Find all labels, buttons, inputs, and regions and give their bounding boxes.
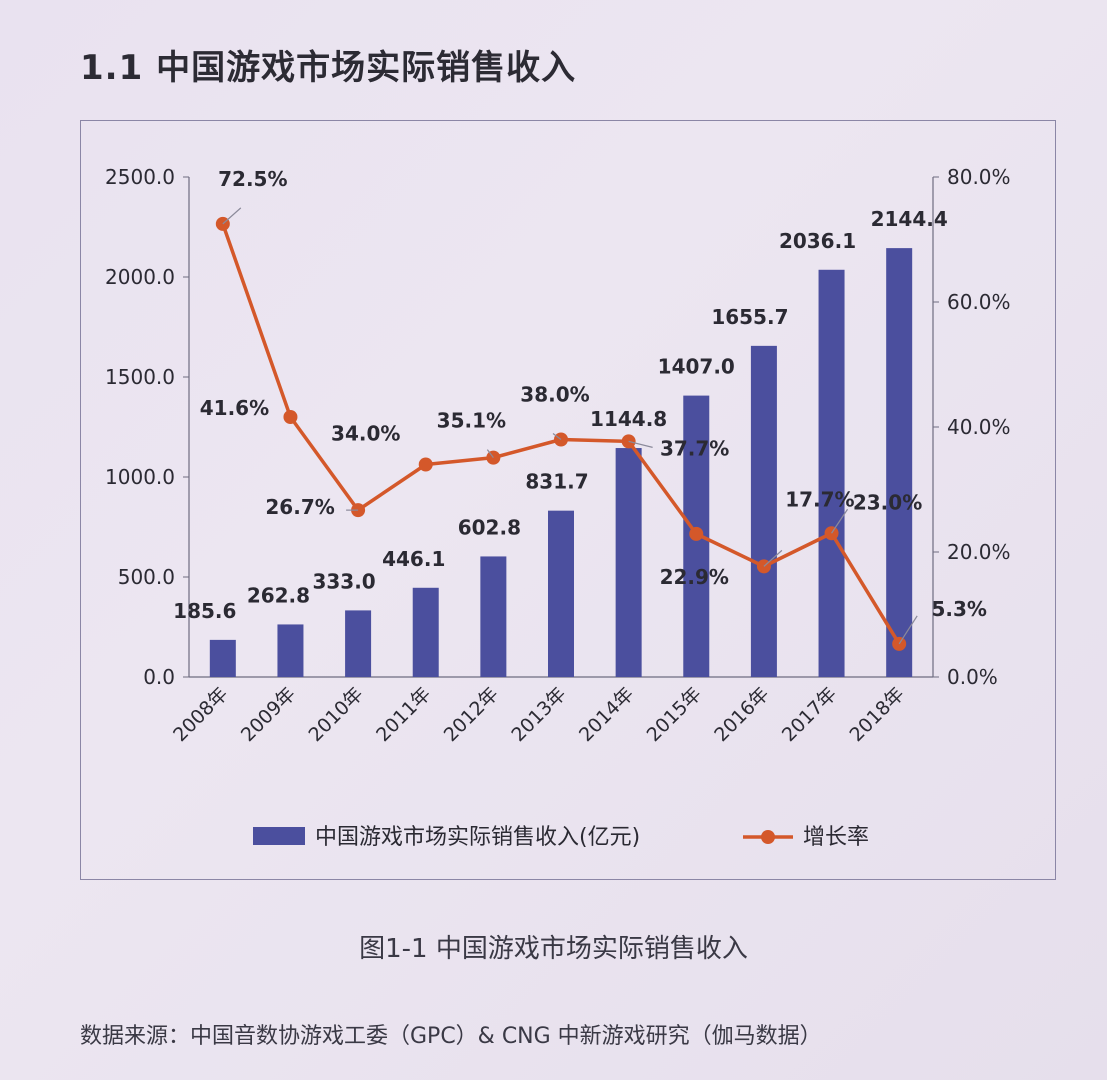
x-tick-label: 2017年 (778, 683, 841, 746)
revenue-value-label: 2036.1 (779, 229, 856, 253)
growth-value-label: 72.5% (218, 167, 287, 191)
y-right-tick-label: 40.0% (947, 415, 1011, 439)
section-heading: 1.1 中国游戏市场实际销售收入 (80, 48, 577, 88)
chart-frame: 0.0 500.0 1000.0 1500.0 2000.0 2500.0 0.0% 20.0… (80, 120, 1056, 880)
x-tick-label: 2018年 (846, 683, 909, 746)
revenue-value-label: 446.1 (382, 547, 445, 571)
y-right-tick-label: 80.0% (947, 165, 1011, 189)
growth-label-leader (552, 433, 562, 440)
growth-value-label: 22.9% (660, 565, 729, 589)
y-left-tick-label: 0.0 (143, 665, 175, 689)
growth-rate-point (418, 457, 433, 472)
growth-value-label: 23.0% (853, 490, 922, 514)
legend-line-label: 增长率 (803, 825, 869, 850)
growth-value-label: 5.3% (931, 597, 986, 621)
growth-rate-point (283, 410, 298, 424)
x-tick-label: 2011年 (372, 683, 435, 746)
data-source-note: 数据来源：中国音数协游戏工委（GPC）& CNG 中新游戏研究（伽马数据） (80, 1024, 822, 1049)
growth-value-label: 26.7% (265, 495, 334, 519)
x-tick-label: 2016年 (710, 683, 773, 746)
x-tick-label: 2014年 (575, 683, 638, 746)
growth-label-leader (628, 440, 653, 448)
revenue-value-label: 1144.8 (590, 407, 667, 431)
revenue-bar (548, 510, 574, 677)
revenue-value-label: 831.7 (525, 470, 588, 494)
growth-label-leader (831, 508, 849, 534)
growth-label-leader (898, 615, 918, 645)
x-tick-label: 2013年 (507, 683, 570, 746)
growth-rate-point (689, 526, 704, 541)
revenue-value-label: 602.8 (458, 515, 521, 539)
x-tick-label: 2012年 (440, 683, 503, 746)
revenue-bar (750, 345, 777, 677)
legend-bar-label: 中国游戏市场实际销售收入(亿元) (315, 825, 640, 850)
growth-value-label: 35.1% (437, 409, 506, 433)
y-right-tick-label: 20.0% (947, 540, 1011, 564)
y-right-tick-label: 60.0% (947, 290, 1011, 314)
chart: 0.0 500.0 1000.0 1500.0 2000.0 2500.0 0.0% 20.0… (105, 165, 1011, 850)
revenue-value-label: 1655.7 (711, 305, 788, 329)
growth-value-label: 34.0% (331, 422, 400, 446)
growth-value-label: 41.6% (200, 396, 269, 420)
revenue-value-label: 185.6 (173, 599, 236, 623)
revenue-bar (277, 624, 304, 677)
y-left-tick-label: 1500.0 (105, 365, 175, 389)
y-right-tick-label: 0.0% (947, 665, 998, 689)
growth-label-leader (222, 207, 242, 225)
revenue-bar (818, 269, 845, 677)
x-tick-label: 2010年 (304, 683, 367, 746)
revenue-value-label: 1407.0 (658, 355, 735, 379)
growth-label-leader (763, 549, 783, 567)
revenue-bar (345, 610, 372, 677)
revenue-bar (886, 248, 913, 677)
revenue-bar (209, 639, 236, 677)
y-left-tick-label: 2000.0 (105, 265, 175, 289)
figure-caption: 图1-1 中国游戏市场实际销售收入 (359, 934, 748, 964)
revenue-bar (412, 587, 439, 677)
x-tick-label: 2015年 (643, 683, 706, 746)
growth-value-label: 37.7% (660, 436, 729, 460)
growth-label-leader (486, 449, 494, 458)
revenue-value-label: 2144.4 (871, 207, 948, 231)
revenue-bar (615, 448, 642, 677)
growth-value-label: 38.0% (520, 383, 589, 407)
growth-value-label: 17.7% (785, 487, 854, 511)
x-tick-label: 2008年 (169, 683, 232, 746)
y-left-tick-label: 2500.0 (105, 165, 175, 189)
x-tick-label: 2009年 (237, 683, 300, 746)
y-left-tick-label: 1000.0 (105, 465, 175, 489)
revenue-value-label: 333.0 (312, 569, 375, 593)
revenue-bar (480, 556, 507, 677)
revenue-value-label: 262.8 (247, 583, 310, 607)
y-left-tick-label: 500.0 (118, 565, 175, 589)
legend-bar-swatch (253, 827, 305, 845)
legend-line-marker (761, 830, 775, 844)
